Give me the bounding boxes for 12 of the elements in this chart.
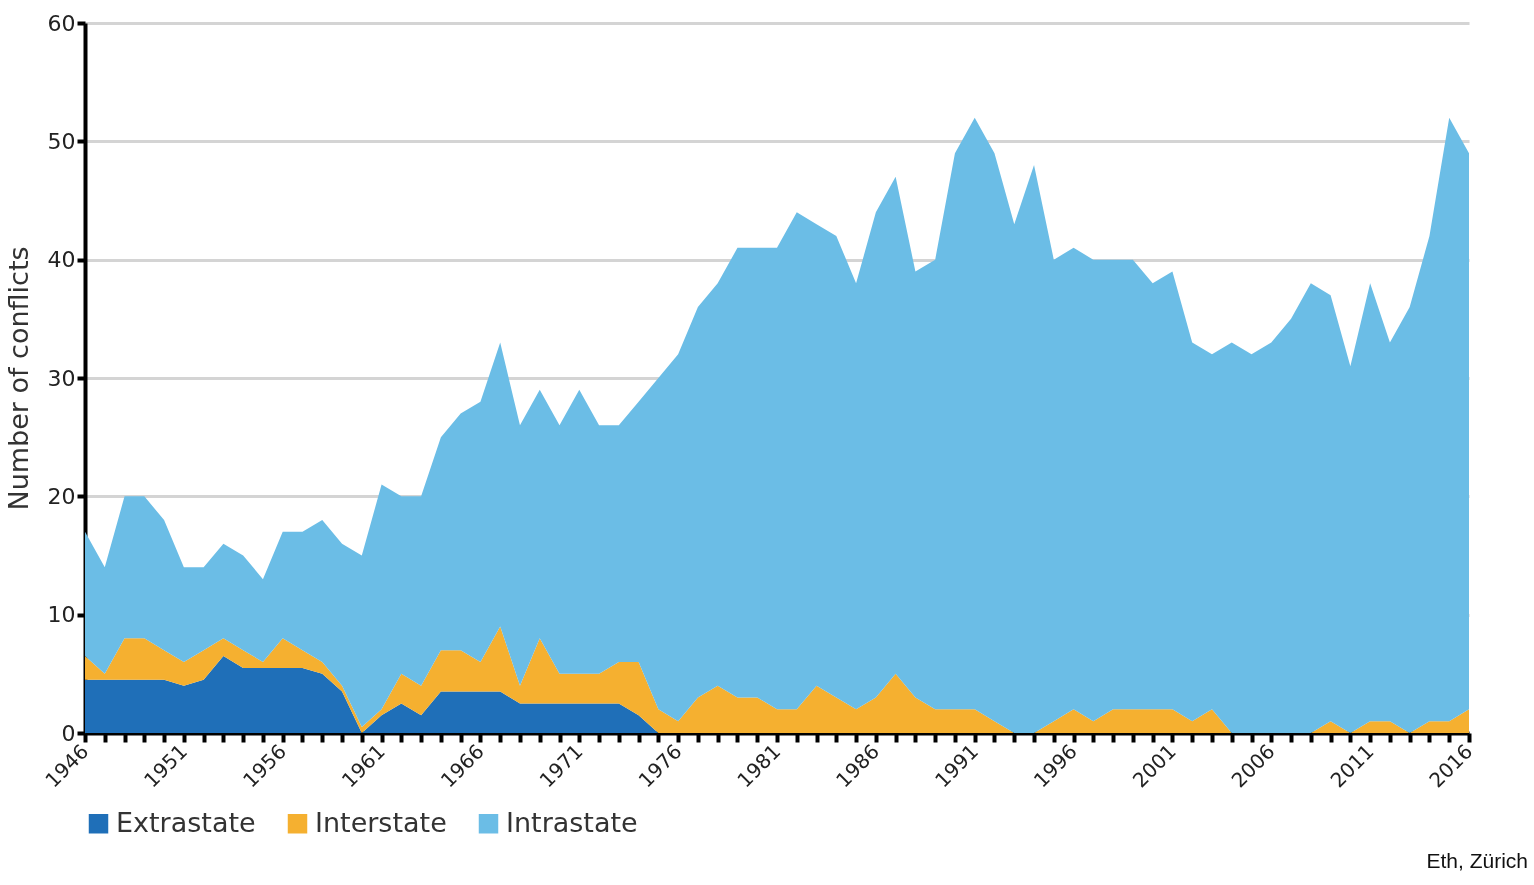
- y-tick-label: 0: [61, 720, 76, 746]
- legend-label: Extrastate: [116, 806, 256, 838]
- text: Eth, Zürich: [1426, 849, 1528, 873]
- y-tick-label: 30: [47, 365, 76, 391]
- y-tick-label: 60: [47, 10, 76, 36]
- y-tick-label: 50: [47, 128, 76, 154]
- y-axis-title: Number of conflicts: [2, 246, 34, 511]
- y-tick-label: 20: [47, 483, 76, 509]
- y-tick-label: 40: [47, 247, 76, 273]
- y-tick-label: 10: [47, 602, 76, 628]
- legend-label: Interstate: [315, 806, 447, 838]
- legend-label: Intrastate: [506, 806, 638, 838]
